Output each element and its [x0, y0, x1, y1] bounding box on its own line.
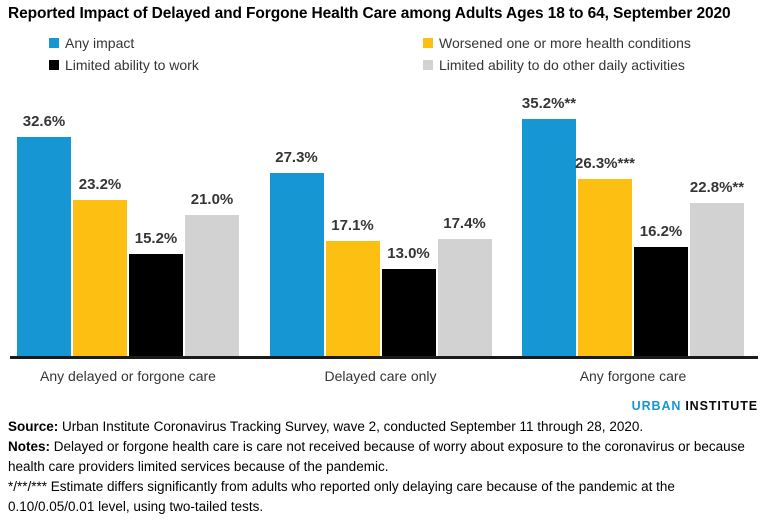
x-axis-labels: Any delayed or forgone care Delayed care …: [17, 368, 744, 384]
legend-item-3: Limited ability to work: [49, 54, 423, 76]
x-axis-label-1: Any delayed or forgone care: [40, 368, 216, 384]
bar-value-label: 22.8%**: [689, 179, 745, 196]
bar-chart-plot: 32.6% 23.2% 15.2% 21.0% 27.3% 17.1% 13.0% 17.4%…: [17, 86, 744, 356]
x-axis-line: [10, 356, 758, 359]
bar-value-label: 16.2%: [639, 223, 683, 240]
notes-line: Notes: Delayed or forgone health care is…: [8, 437, 758, 477]
bar-any-impact: [17, 137, 71, 356]
legend-label: Any impact: [65, 35, 135, 51]
legend-item-1: Any impact: [49, 32, 423, 54]
bar-wrap: 13.0%: [381, 245, 436, 356]
bar-value-label: 13.0%: [387, 245, 430, 262]
significance-line: */**/*** Estimate differs significantly …: [8, 477, 758, 517]
legend-item-2: Worsened one or more health conditions: [423, 32, 691, 54]
notes-label: Notes:: [8, 439, 51, 454]
bar-any-impact: [522, 119, 576, 356]
bar-wrap: 17.4%: [437, 215, 492, 356]
bar-limited-ability-to-work: [129, 254, 183, 356]
legend-swatch-icon: [423, 60, 433, 70]
bar-wrap: 35.2%**: [522, 95, 576, 356]
logo-word-urban: URBAN: [631, 399, 682, 413]
legend-label: Worsened one or more health conditions: [439, 35, 691, 51]
chart-title: Reported Impact of Delayed and Forgone H…: [8, 5, 731, 22]
bar-value-label: 15.2%: [134, 230, 178, 247]
bar-worsened-one-or-more-health-conditions: [73, 200, 127, 356]
logo-word-institute: INSTITUTE: [685, 399, 758, 413]
bar-wrap: 22.8%**: [690, 179, 744, 356]
legend-item-4: Limited ability to do other daily activi…: [423, 54, 691, 76]
legend-swatch-icon: [49, 38, 59, 48]
bar-group-1: 32.6% 23.2% 15.2% 21.0%: [17, 113, 239, 356]
footer-notes: Source: Urban Institute Coronavirus Trac…: [8, 417, 758, 517]
significance-text: */**/*** Estimate differs significantly …: [8, 479, 675, 514]
bar-worsened-one-or-more-health-conditions: [578, 179, 632, 356]
bar-value-label: 17.1%: [331, 217, 374, 234]
bar-group-2: 27.3% 17.1% 13.0% 17.4%: [269, 149, 492, 356]
bar-value-label: 17.4%: [443, 215, 486, 232]
bar-wrap: 27.3%: [269, 149, 324, 356]
legend-swatch-icon: [49, 60, 59, 70]
bar-wrap: 16.2%: [634, 223, 688, 356]
bar-group-3: 35.2%** 26.3%*** 16.2% 22.8%**: [522, 95, 744, 356]
bar-limited-ability-to-work: [381, 269, 436, 356]
urban-institute-logo: URBAN INSTITUTE: [632, 399, 758, 413]
bar-wrap: 26.3%***: [575, 155, 635, 356]
bar-limited-ability-to-do-other-daily-activities: [690, 203, 744, 356]
bar-wrap: 21.0%: [185, 191, 239, 356]
bar-worsened-one-or-more-health-conditions: [325, 241, 380, 356]
bar-wrap: 23.2%: [73, 176, 127, 356]
bar-value-label: 27.3%: [275, 149, 318, 166]
legend-label: Limited ability to do other daily activi…: [439, 57, 685, 73]
bar-value-label: 26.3%***: [574, 155, 636, 172]
legend: Any impact Worsened one or more health co…: [49, 32, 691, 76]
bar-wrap: 32.6%: [17, 113, 71, 356]
source-label: Source:: [8, 419, 59, 434]
bar-value-label: 35.2%**: [521, 95, 577, 112]
source-line: Source: Urban Institute Coronavirus Trac…: [8, 417, 758, 437]
x-axis-label-3: Any forgone care: [579, 368, 687, 384]
bar-limited-ability-to-do-other-daily-activities: [437, 239, 492, 356]
bar-wrap: 17.1%: [325, 217, 380, 356]
bar-value-label: 32.6%: [22, 113, 66, 130]
notes-text: Delayed or forgone health care is care n…: [8, 439, 745, 474]
bar-wrap: 15.2%: [129, 230, 183, 356]
legend-swatch-icon: [423, 38, 433, 48]
bar-value-label: 21.0%: [190, 191, 234, 208]
source-text: Urban Institute Coronavirus Tracking Sur…: [58, 419, 644, 434]
bar-limited-ability-to-do-other-daily-activities: [185, 215, 239, 356]
x-axis-label-2: Delayed care only: [324, 368, 437, 384]
bar-any-impact: [269, 173, 324, 356]
bar-limited-ability-to-work: [634, 247, 688, 356]
bar-value-label: 23.2%: [78, 176, 122, 193]
legend-label: Limited ability to work: [65, 57, 199, 73]
